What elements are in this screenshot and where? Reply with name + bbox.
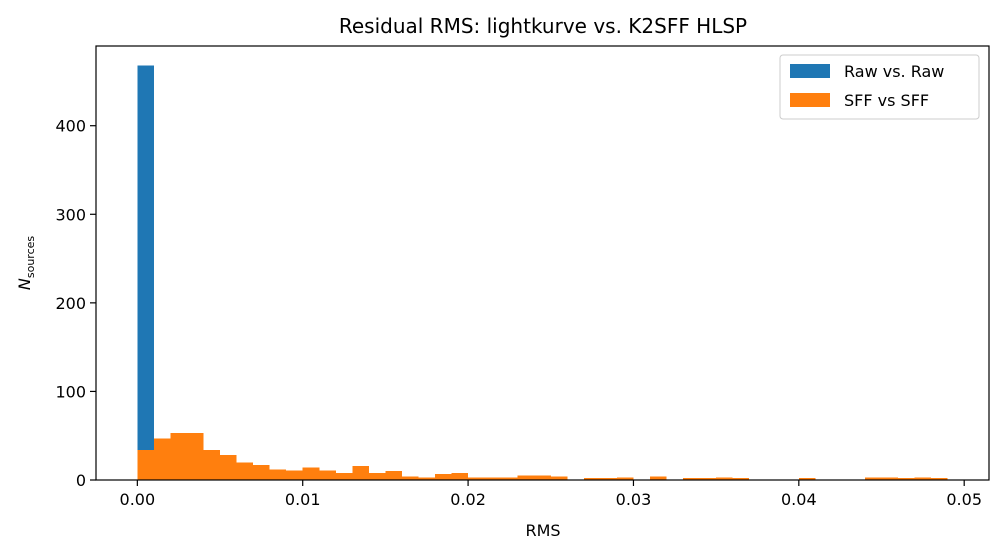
bar-sff-18 — [435, 473, 452, 480]
bar-sff-38 — [914, 477, 932, 480]
bar-sff-11 — [319, 470, 336, 480]
y-tick-label-3: 300 — [55, 205, 86, 224]
y-tick-label-0: 0 — [76, 471, 86, 490]
x-axis-ticks: 0.00 0.01 0.02 0.03 0.04 0.05 — [120, 480, 982, 509]
bar-sff-25 — [550, 476, 568, 480]
bar-sff-7 — [253, 464, 270, 480]
bar-sff-35 — [864, 477, 882, 480]
bar-sff-10 — [302, 467, 320, 480]
bar-sff-27 — [600, 478, 617, 480]
bar-sff-5 — [220, 455, 237, 480]
bar-sff-29 — [649, 476, 667, 480]
bar-sff-16 — [401, 476, 419, 480]
bar-sff-15 — [385, 471, 402, 480]
bar-sff-21 — [484, 477, 502, 480]
chart-title: Residual RMS: lightkurve vs. K2SFF HLSP — [339, 14, 747, 38]
bar-sff-4 — [203, 449, 221, 480]
x-tick-label-0: 0.00 — [120, 490, 156, 509]
bar-sff-9 — [286, 470, 303, 480]
bar-sff-36 — [881, 477, 899, 480]
bar-sff-28 — [616, 477, 634, 480]
bar-sff-34 — [798, 478, 816, 480]
bar-sff-1 — [153, 438, 171, 480]
y-tick-label-2: 200 — [55, 294, 86, 313]
bar-sff-33 — [732, 478, 750, 480]
bar-sff-22 — [501, 477, 518, 480]
legend-swatch-sff — [790, 93, 830, 107]
bar-sff-8 — [269, 469, 287, 480]
bar-sff-20 — [468, 477, 485, 480]
bar-sff-3 — [186, 433, 204, 480]
bar-sff-19 — [451, 472, 469, 480]
bar-sff-17 — [418, 477, 436, 480]
x-axis-label: RMS — [525, 521, 560, 540]
y-axis-ticks: 0 100 200 300 400 — [55, 117, 96, 490]
y-axis-label-sub: sources — [24, 236, 37, 279]
x-tick-label-4: 0.04 — [781, 490, 817, 509]
x-tick-label-3: 0.03 — [616, 490, 652, 509]
bar-sff-23 — [517, 475, 535, 480]
plot-frame — [95, 45, 990, 481]
histogram-bars — [137, 65, 948, 480]
bar-sff-24 — [534, 475, 551, 480]
bar-sff-30 — [683, 478, 700, 480]
bar-sff-26 — [583, 478, 601, 480]
bar-sff-31 — [699, 478, 717, 480]
bar-sff-13 — [352, 465, 369, 480]
legend-label-sff: SFF vs SFF — [844, 91, 929, 110]
y-tick-label-4: 400 — [55, 117, 86, 136]
bar-sff-6 — [236, 462, 254, 480]
bar-sff-32 — [716, 477, 733, 480]
bar-sff-14 — [368, 472, 386, 480]
bar-sff-39 — [931, 478, 948, 480]
y-axis-label-main: N — [15, 278, 34, 290]
y-axis-label: Nsources — [15, 236, 37, 290]
x-tick-label-5: 0.05 — [946, 490, 982, 509]
y-tick-label-1: 100 — [55, 382, 86, 401]
x-tick-label-2: 0.02 — [450, 490, 486, 509]
legend-label-raw: Raw vs. Raw — [844, 62, 944, 81]
bar-sff-12 — [335, 472, 353, 480]
bar-sff-2 — [170, 433, 187, 480]
bar-sff-0 — [137, 449, 154, 480]
x-tick-label-1: 0.01 — [285, 490, 321, 509]
bar-sff-37 — [898, 478, 915, 480]
legend-swatch-raw — [790, 64, 830, 78]
legend: Raw vs. Raw SFF vs SFF — [779, 54, 980, 120]
bar-raw-0 — [137, 65, 154, 480]
